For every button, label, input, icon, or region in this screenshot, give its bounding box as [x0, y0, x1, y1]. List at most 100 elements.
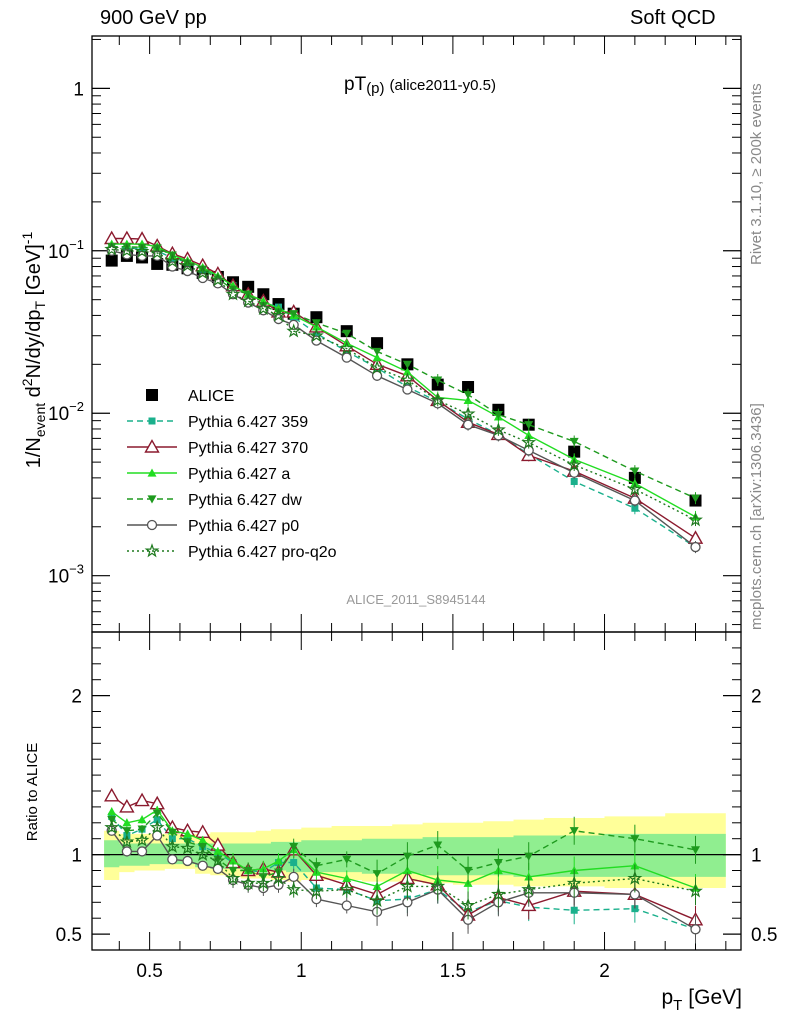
ratio-point-pythia-6-427-pro-q2o [286, 881, 302, 896]
main-point-pythia-6-427-p0 [371, 370, 383, 381]
main-point-pythia-6-427-dw [274, 308, 284, 317]
ratio-point-pythia-6-427-pro-q2o [460, 897, 476, 912]
ratio-point-pythia-6-427-370 [134, 792, 150, 807]
main-point-pythia-6-427-dw [463, 391, 473, 400]
main-y-tick-label: 10−3 [48, 562, 84, 588]
main-point-pythia-6-427-pro-q2o [399, 372, 415, 387]
ratio-point-pythia-6-427-dw [152, 809, 162, 818]
ratio-line-pythia-6-427-pro-q2o [111, 826, 696, 907]
main-point-pythia-6-427-dw [289, 310, 299, 319]
ratio-point-pythia-6-427-370 [104, 787, 120, 802]
ratio-y-tick-label-right: 2 [751, 687, 762, 708]
ratio-point-pythia-6-427-dw [311, 862, 321, 871]
ratio-point-pythia-6-427-a [213, 846, 223, 856]
ratio-y-tick-label-left: 2 [71, 687, 82, 708]
ratio-point-pythia-6-427-pro-q2o [627, 870, 643, 885]
ratio-point-pythia-6-427-dw [289, 843, 299, 852]
legend-label-pythia-6-427-359: Pythia 6.427 359 [188, 414, 308, 431]
x-axis-label: pT [GeV] [661, 986, 742, 1014]
main-point-pythia-6-427-dw [569, 437, 579, 446]
ratio-point-pythia-6-427-359 [631, 905, 639, 913]
main-point-pythia-6-427-pro-q2o [490, 422, 506, 437]
ratio-point-pythia-6-427-dw [342, 855, 352, 864]
analysis-id-watermark: ALICE_2011_S8945144 [346, 592, 485, 607]
ratio-point-pythia-6-427-a [228, 856, 238, 865]
ratio-point-pythia-6-427-pro-q2o [104, 819, 120, 834]
main-series-pythia-6-427-pro-q2o [104, 241, 703, 527]
main-point-pythia-6-427-dw [122, 243, 132, 252]
ratio-point-pythia-6-427-dw [122, 827, 132, 836]
main-point-pythia-6-427-dw [183, 259, 193, 268]
ratio-point-pythia-6-427-359 [290, 859, 298, 867]
ratio-point-pythia-6-427-a [342, 873, 352, 883]
ratio-point-pythia-6-427-dw [433, 841, 443, 850]
main-point-pythia-6-427-pro-q2o [164, 253, 180, 268]
main-point-pythia-6-427-pro-q2o [210, 272, 226, 287]
main-point-alice [371, 337, 384, 350]
ratio-point-pythia-6-427-pro-q2o [240, 875, 256, 890]
main-y-tick-label: 1 [73, 79, 84, 100]
ratio-point-pythia-6-427-pro-q2o [134, 832, 150, 847]
main-point-pythia-6-427-pro-q2o [566, 457, 582, 472]
ratio-point-pythia-6-427-a [107, 807, 117, 816]
main-point-pythia-6-427-dw [342, 329, 352, 338]
ratio-point-pythia-6-427-p0 [288, 871, 299, 883]
ratio-point-pythia-6-427-pro-q2o [566, 875, 582, 890]
ratio-point-pythia-6-427-dw [243, 866, 253, 875]
main-point-pythia-6-427-359 [312, 329, 320, 337]
main-point-pythia-6-427-p0 [629, 495, 641, 506]
ratio-point-pythia-6-427-359 [168, 835, 176, 843]
main-plot-frame [91, 35, 742, 633]
ratio-line-pythia-6-427-dw [111, 812, 696, 878]
main-point-pythia-6-427-p0 [690, 541, 701, 553]
ratio-point-pythia-6-427-359 [153, 816, 161, 824]
main-point-alice [568, 445, 581, 458]
main-point-pythia-6-427-dw [691, 494, 701, 503]
legend-label-pythia-6-427-370: Pythia 6.427 370 [188, 440, 308, 457]
ratio-band-inner [104, 833, 726, 877]
legend-label-pythia-6-427-p0: Pythia 6.427 p0 [188, 518, 299, 535]
main-point-pythia-6-427-dw [137, 243, 147, 252]
legend-marker-pythia-6-427-370 [144, 439, 160, 453]
ratio-point-pythia-6-427-a [122, 818, 132, 827]
ratio-point-pythia-6-427-pro-q2o [688, 883, 703, 898]
main-y-tick-label: 10−1 [48, 237, 84, 263]
legend-label-pythia-6-427-a: Pythia 6.427 a [188, 466, 290, 483]
ratio-point-pythia-6-427-a [198, 835, 208, 844]
main-point-pythia-6-427-p0 [341, 352, 352, 363]
ratio-point-pythia-6-427-359 [570, 906, 578, 914]
main-point-pythia-6-427-pro-q2o [369, 360, 385, 375]
x-tick-label: 0.5 [136, 961, 162, 982]
ratio-point-pythia-6-427-p0 [197, 860, 208, 871]
category-label: Soft QCD [630, 7, 716, 29]
energy-label: 900 GeV pp [100, 7, 207, 29]
ratio-point-pythia-6-427-p0 [182, 855, 193, 867]
main-point-pythia-6-427-dw [433, 376, 443, 385]
ratio-point-pythia-6-427-dw [372, 870, 382, 879]
ratio-point-pythia-6-427-pro-q2o [180, 840, 195, 855]
ratio-point-pythia-6-427-dw [569, 827, 579, 836]
ratio-point-pythia-6-427-pro-q2o [164, 838, 180, 854]
main-point-pythia-6-427-pro-q2o [195, 265, 211, 280]
main-point-pythia-6-427-pro-q2o [460, 406, 476, 421]
ratio-point-pythia-6-427-pro-q2o [119, 834, 135, 849]
main-point-pythia-6-427-a [372, 353, 382, 362]
main-point-pythia-6-427-p0 [462, 419, 474, 430]
main-point-pythia-6-427-dw [311, 319, 321, 328]
ratio-point-pythia-6-427-p0 [690, 924, 701, 935]
ratio-point-pythia-6-427-a [137, 815, 147, 824]
legend-marker-pythia-6-427-a [147, 468, 157, 477]
main-point-pythia-6-427-p0 [182, 265, 193, 277]
main-point-pythia-6-427-pro-q2o [240, 293, 256, 308]
legend-marker-pythia-6-427-p0 [146, 519, 158, 531]
ratio-point-pythia-6-427-dw [137, 825, 147, 834]
main-point-pythia-6-427-359 [570, 477, 578, 485]
x-tick-label: 1 [296, 961, 307, 982]
main-y-tick-label: 10−2 [48, 399, 84, 425]
main-point-pythia-6-427-dw [402, 360, 412, 369]
legend-label-pythia-6-427-pro-q2o: Pythia 6.427 pro-q2o [188, 544, 337, 561]
ratio-point-pythia-6-427-pro-q2o [225, 870, 241, 885]
ratio-point-pythia-6-427-dw [402, 852, 412, 861]
ratio-point-pythia-6-427-370 [119, 798, 135, 813]
